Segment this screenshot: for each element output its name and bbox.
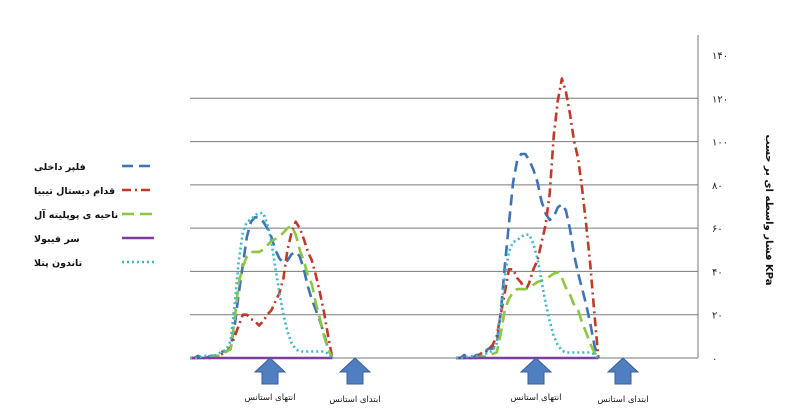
legend: فلپر داخلی قدام دیستال تیبیا ناحیه ی پوپلی… xyxy=(34,162,154,269)
legend-label: تاندون پتلا xyxy=(34,258,82,269)
y-tick-label: ۴۰ xyxy=(712,267,723,278)
stance-annotation: انتهای استانس xyxy=(511,393,562,403)
stance-arrow xyxy=(253,357,287,385)
legend-label: قدام دیستال تیبیا xyxy=(34,186,115,197)
legend-label: فلپر داخلی xyxy=(34,162,86,173)
series-line-1 xyxy=(190,224,334,360)
stance-arrow xyxy=(338,357,372,385)
legend-label: ناحیه ی پوپلیته آل xyxy=(34,208,118,221)
y-tick-label: ۱۲۰ xyxy=(712,94,728,105)
series-lines xyxy=(190,77,600,360)
legend-label: سر فیبولا xyxy=(34,234,80,245)
y-axis: ۰ ۲۰ ۴۰ ۶۰ ۸۰ ۱۰۰ ۱۲۰ ۱۴۰ xyxy=(697,35,728,365)
y-tick-label: ۲۰ xyxy=(712,311,723,322)
y-tick-label: ۱۰۰ xyxy=(712,138,728,149)
series-line-1 xyxy=(190,216,334,360)
stance-annotation: ابتدای استانس xyxy=(597,395,648,405)
series-line-1 xyxy=(190,220,334,360)
y-axis-label: فشار واسطه ای بر حسب KPa xyxy=(763,134,774,285)
stance-arrow xyxy=(606,357,640,385)
series-line-1 xyxy=(190,211,334,360)
series-line-2 xyxy=(456,77,600,360)
y-tick-label: ۸۰ xyxy=(712,181,723,192)
stance-arrow xyxy=(519,357,553,385)
y-tick-label: ۶۰ xyxy=(712,224,723,235)
stance-annotation: انتهای استانس xyxy=(245,393,296,403)
y-tick-label: ۰ xyxy=(712,354,717,365)
stance-annotation: ابتدای استانس xyxy=(329,395,380,405)
y-tick-label: ۱۴۰ xyxy=(712,51,728,62)
stance-arrows: انتهای استانس ابتدای استانس انتهای استانس ا… xyxy=(245,357,649,405)
series-line-2 xyxy=(456,233,600,360)
